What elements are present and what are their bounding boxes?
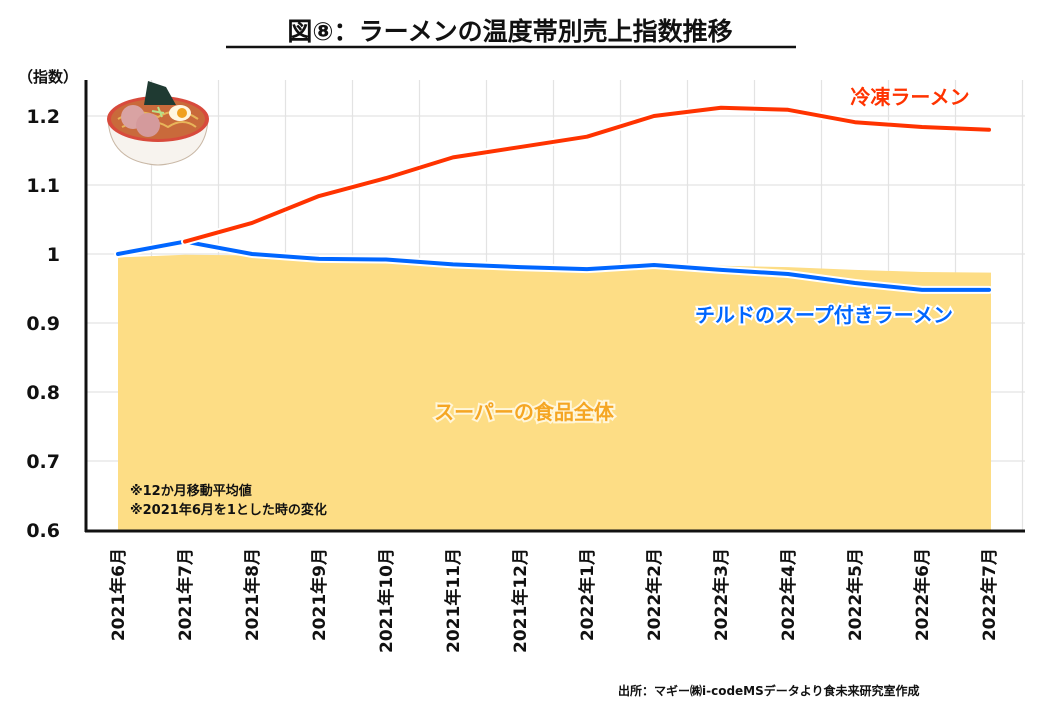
legend-supermarket-food: スーパーの食品全体 (434, 400, 615, 424)
y-tick-label: 1 (47, 244, 60, 266)
x-tick-label: 2022年1月 (577, 548, 598, 641)
x-tick-label: 2022年3月 (711, 548, 732, 641)
note-baseline: ※2021年6月を1とした時の変化 (130, 502, 327, 518)
x-tick-label: 2021年7月 (175, 548, 196, 641)
area-fill (118, 254, 991, 530)
legend-chilled-ramen: チルドのスープ付きラーメン (695, 303, 953, 327)
x-tick-label: 2021年10月 (376, 548, 397, 653)
legend-frozen-ramen: 冷凍ラーメン (850, 85, 969, 109)
x-tick-label: 2022年7月 (979, 548, 1000, 641)
series-halo (181, 103, 993, 246)
note-moving-average: ※12か月移動平均値 (130, 483, 252, 499)
y-tick-label: 0.9 (26, 313, 60, 335)
y-tick-label: 0.6 (26, 520, 60, 542)
x-tick-label: 2022年5月 (845, 548, 866, 641)
chart-title: 図⑧：ラーメンの温度帯別売上指数推移 (287, 17, 732, 46)
area-series-supermarket (118, 254, 991, 530)
x-tick-label: 2022年6月 (912, 548, 933, 641)
x-tick-label: 2021年9月 (309, 548, 330, 641)
x-tick-label: 2021年6月 (108, 548, 129, 641)
line-frozen-ramen (183, 105, 991, 244)
x-tick-label: 2022年4月 (778, 548, 799, 641)
x-tick-label: 2021年11月 (443, 548, 464, 653)
y-tick-label: 1.1 (26, 175, 60, 197)
ramen-bowl-icon (107, 81, 209, 166)
y-tick-label: 1.2 (26, 106, 60, 128)
y-tick-label: 0.7 (26, 451, 60, 473)
y-axis-unit-label: （指数） (18, 68, 78, 86)
x-axis-ticks: 2021年6月 2021年7月 2021年8月 2021年9月 2021年10月 2021… (108, 548, 1000, 653)
y-axis-ticks: 0.6 0.7 0.8 0.9 1 1.1 1.2 (26, 106, 60, 542)
x-tick-label: 2021年8月 (242, 548, 263, 641)
y-tick-label: 0.8 (26, 382, 60, 404)
line-chilled-ramen (116, 239, 991, 292)
x-tick-label: 2022年2月 (644, 548, 665, 641)
source-note: 出所：マギー㈱i-codeMSデータより食未来研究室作成 (618, 683, 920, 698)
x-tick-label: 2021年12月 (510, 548, 531, 653)
line-series (114, 103, 993, 294)
